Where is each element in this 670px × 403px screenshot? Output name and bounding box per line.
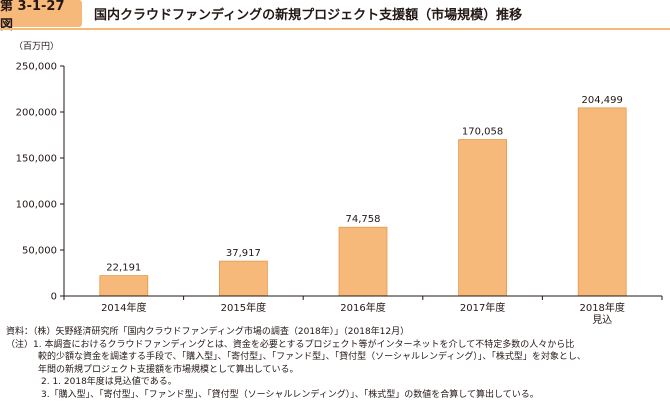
x-tick-label: 2017年度 xyxy=(460,301,505,314)
x-tick-label: 2016年度 xyxy=(340,301,385,314)
y-tick-label: 50,000 xyxy=(22,246,57,257)
note-2: 2. 1. 2018年度は見込値である。 xyxy=(6,376,668,389)
y-tick-label: 0 xyxy=(51,292,57,303)
bar-value-label: 74,758 xyxy=(346,214,381,225)
source-note: 資料：（株）矢野経済研究所「国内クラウドファンディング市場の調査（2018年）」… xyxy=(6,326,668,339)
y-unit-label: （百万円） xyxy=(14,41,59,52)
x-tick-label: 2015年度 xyxy=(221,301,266,314)
bar-2017年度 xyxy=(459,140,507,296)
y-tick-label: 200,000 xyxy=(16,108,57,119)
x-tick-label: 2018年度 xyxy=(579,301,624,314)
bar-chart: （百万円） 0 50,000 100,000 150,000 200,000 250,00… xyxy=(0,0,670,325)
bar-value-label: 22,191 xyxy=(106,263,141,274)
note-1-line-3: 年間の新規プロジェクト支援額を市場規模として算出している。 xyxy=(6,364,668,377)
note-1-line-2: 較的少額な資金を調達する手段で、「購入型」、「寄付型」、「ファンド型」、「貸付型… xyxy=(6,351,668,364)
note-1-line-1: （注）1. 本調査におけるクラウドファンディングとは、資金を必要とするプロジェク… xyxy=(6,339,668,352)
y-tick-label: 100,000 xyxy=(16,200,57,211)
y-tick-label: 250,000 xyxy=(16,62,57,73)
bar-2018年度 xyxy=(578,108,626,296)
x-tick-label: 2014年度 xyxy=(101,301,146,314)
bar-2014年度 xyxy=(100,276,148,296)
note-3: 3.「購入型」、「寄付型」、「ファンド型」、「貸付型（ソーシャルレンディング）」… xyxy=(6,389,668,402)
bar-value-label: 170,058 xyxy=(462,127,503,138)
bars: 22,191 37,917 74,758 170,058 204,499 xyxy=(100,95,626,296)
x-tick-sublabel: 見込 xyxy=(592,314,612,325)
bar-value-label: 37,917 xyxy=(226,248,261,259)
bar-value-label: 204,499 xyxy=(582,95,623,106)
notes: 資料：（株）矢野経済研究所「国内クラウドファンディング市場の調査（2018年）」… xyxy=(6,326,668,402)
y-axis: 0 50,000 100,000 150,000 200,000 250,000 xyxy=(16,62,64,303)
y-tick-label: 150,000 xyxy=(16,154,57,165)
bar-2016年度 xyxy=(339,227,387,296)
bar-2015年度 xyxy=(219,261,267,296)
